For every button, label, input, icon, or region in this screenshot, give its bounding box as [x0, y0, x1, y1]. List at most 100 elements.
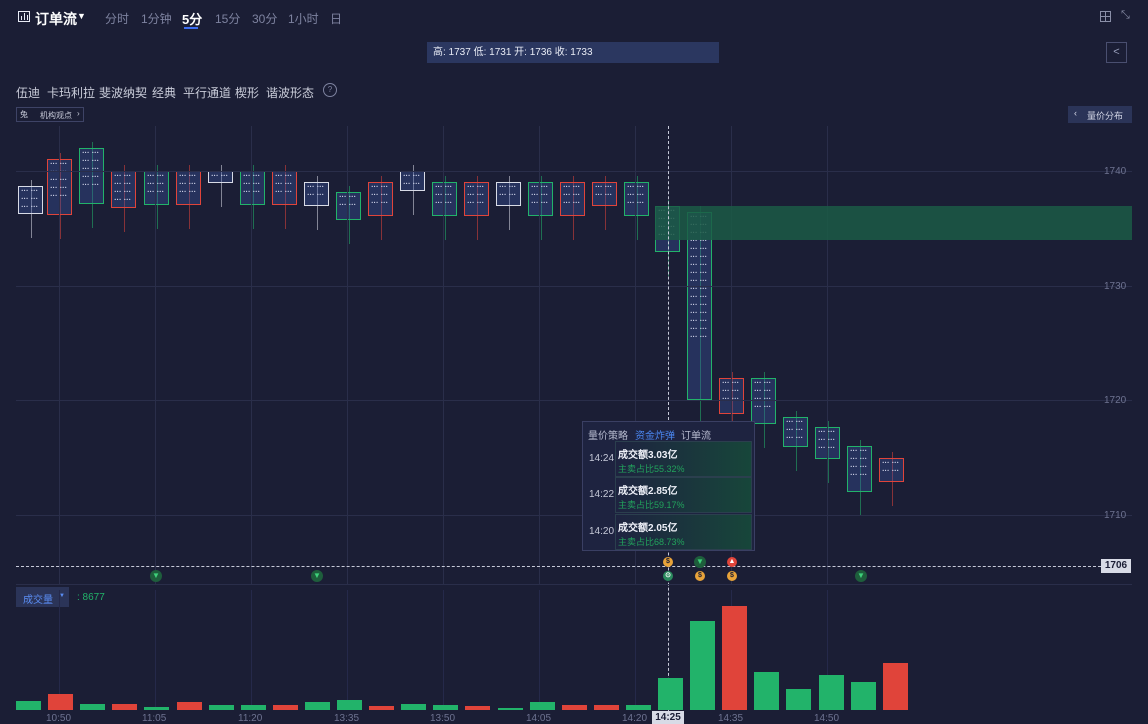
liquidity-zone [655, 206, 1132, 240]
panel-toggle-button[interactable]: < [1106, 42, 1127, 63]
money-bomb-icon[interactable]: $ [663, 557, 673, 567]
tool-fibonacci[interactable]: 斐波纳契 [99, 86, 148, 100]
buy-signal-icon[interactable]: ▼ [150, 570, 162, 582]
candle-wick [764, 372, 765, 448]
chart-type-icon[interactable] [18, 11, 30, 22]
buy-signal-icon[interactable]: ▼ [855, 570, 867, 582]
tab-timeframe-30min[interactable]: 30分 [252, 12, 278, 26]
tab-timeframe-15min[interactable]: 15分 [215, 12, 241, 26]
volume-bar [401, 704, 427, 710]
footprint-candle[interactable]: ••• ••• ••• ••• ••• ••• [368, 176, 395, 246]
popup-row[interactable]: 成交额2.05亿 主卖占比68.73% [615, 514, 752, 550]
footprint-candle[interactable]: ••• ••• ••• ••• ••• ••• [272, 165, 299, 235]
tab-timeframe-1hour[interactable]: 1小时 [288, 12, 319, 26]
time-label: 13:50 [430, 713, 456, 724]
volume-bar [369, 706, 395, 710]
money-bomb-icon[interactable]: $ [695, 571, 705, 581]
volume-bar [497, 708, 523, 710]
candle-wick [573, 176, 574, 240]
footprint-row: ••• ••• [754, 380, 771, 385]
footprint-candle[interactable]: ••• ••• ••• ••• ••• ••• [240, 165, 267, 235]
top-toolbar: 订单流 ▼ 分时 1分钟 5分 15分 30分 1小时 日 ⤡ [0, 0, 1148, 34]
popup-tab-price-strategy[interactable]: 量价策略 [588, 431, 628, 442]
footprint-candle[interactable]: ••• ••• ••• ••• ••• ••• [144, 165, 171, 235]
collapse-icon[interactable]: ⤡ [1121, 9, 1130, 21]
buy-signal-icon[interactable]: ▼ [311, 570, 323, 582]
footprint-candle[interactable]: ••• ••• ••• ••• [496, 176, 523, 236]
footprint-candle[interactable]: ••• ••• ••• ••• ••• ••• [432, 176, 459, 246]
popup-tab-order-flow[interactable]: 订单流 [681, 431, 711, 442]
chart-mode-title[interactable]: 订单流 [35, 11, 77, 27]
candle-wick [221, 165, 222, 207]
signal-marker-icon[interactable]: ⊙ [663, 571, 673, 581]
footprint-candle[interactable]: ••• ••• [208, 165, 235, 213]
layout-grid-icon[interactable] [1100, 11, 1111, 22]
order-flow-chart[interactable]: ••• ••• ••• ••• ••• ••• ••• ••• ••• ••• ••• •… [0, 126, 1148, 586]
footprint-cells: ••• ••• ••• ••• ••• ••• ••• ••• [754, 379, 771, 411]
tab-timeframe-5min[interactable]: 5分 [182, 12, 203, 27]
candle-wick [124, 165, 125, 232]
tool-camarilla[interactable]: 卡玛利拉 [47, 86, 96, 100]
volume-bar [112, 704, 138, 710]
footprint-cells: ••• ••• ••• ••• ••• ••• [467, 183, 484, 207]
footprint-row: ••• ••• [82, 150, 99, 155]
footprint-candle[interactable]: ••• ••• ••• ••• ••• ••• ••• ••• ••• ••• ••• •… [687, 206, 714, 430]
gridline-v [155, 126, 156, 584]
footprint-candle[interactable]: ••• ••• ••• ••• ••• ••• [18, 180, 45, 244]
tool-parallel-channel[interactable]: 平行通道 [183, 86, 232, 100]
footprint-row: ••• ••• [467, 192, 484, 197]
sell-signal-icon[interactable]: ▲ [727, 557, 737, 567]
tool-woodie[interactable]: 伍迪 [16, 86, 41, 100]
popup-tab-money-bomb[interactable]: 资金炸弹 [635, 431, 675, 442]
chevron-down-icon[interactable]: ▼ [77, 11, 86, 21]
candle-wick [700, 206, 701, 424]
buy-signal-icon[interactable]: ▼ [694, 556, 706, 568]
gridline-v [59, 126, 60, 584]
footprint-candle[interactable]: ••• ••• ••• ••• ••• ••• ••• ••• [751, 372, 778, 454]
candle-wick [189, 165, 190, 229]
footprint-row: ••• ••• [50, 185, 67, 190]
candle-body [18, 186, 43, 214]
footprint-candle[interactable]: ••• ••• ••• ••• ••• ••• ••• ••• [111, 165, 138, 238]
footprint-row: ••• ••• [371, 192, 388, 197]
current-price-line [16, 566, 1101, 567]
tool-wedge[interactable]: 楔形 [235, 86, 260, 100]
tab-timeframe-day[interactable]: 日 [330, 12, 343, 26]
help-icon[interactable]: ? [323, 83, 337, 97]
footprint-candle[interactable]: ••• ••• ••• ••• ••• ••• [176, 165, 203, 235]
popup-row-time: 14:22 [589, 489, 615, 500]
footprint-row: ••• ••• [690, 254, 707, 259]
tab-timeframe-1min[interactable]: 1分钟 [141, 12, 172, 26]
tool-classic[interactable]: 经典 [152, 86, 177, 100]
footprint-candle[interactable]: ••• ••• ••• ••• ••• ••• [815, 421, 842, 489]
footprint-candle[interactable]: ••• ••• ••• ••• [879, 452, 906, 512]
footprint-cells: ••• ••• ••• ••• ••• ••• [563, 183, 580, 207]
volume-bar [722, 606, 748, 710]
footprint-candle[interactable]: ••• ••• ••• ••• ••• ••• ••• ••• ••• ••• [79, 142, 106, 234]
volume-profile-button[interactable]: ‹ 量价分布 [1068, 106, 1132, 123]
footprint-candle[interactable]: ••• ••• ••• ••• [400, 165, 427, 221]
footprint-candle[interactable]: ••• ••• ••• ••• ••• ••• ••• ••• [847, 440, 874, 522]
candle-wick [285, 165, 286, 229]
footprint-candle[interactable]: ••• ••• ••• ••• ••• ••• [528, 176, 555, 246]
candle-body [111, 171, 136, 208]
footprint-candle[interactable]: ••• ••• ••• ••• ••• ••• [560, 176, 587, 246]
popup-row[interactable]: 成交额3.03亿 主卖占比55.32% [615, 441, 752, 477]
footprint-row: ••• ••• [690, 302, 707, 307]
popup-row[interactable]: 成交额2.85亿 主卖占比59.17% [615, 477, 752, 513]
footprint-candle[interactable]: ••• ••• ••• ••• ••• ••• [624, 176, 651, 246]
money-bomb-icon[interactable]: $ [727, 571, 737, 581]
volume-bar [272, 705, 298, 710]
footprint-candle[interactable]: ••• ••• ••• ••• ••• ••• [464, 176, 491, 246]
footprint-row: ••• ••• [786, 427, 803, 432]
footprint-cells: ••• ••• [211, 172, 228, 180]
footprint-candle[interactable]: ••• ••• ••• ••• ••• ••• [783, 411, 810, 477]
tab-timeframe-fenshi[interactable]: 分时 [105, 12, 130, 26]
volume-profile-label: 量价分布 [1087, 111, 1124, 121]
footprint-candle[interactable]: ••• ••• ••• ••• [304, 176, 331, 236]
tool-harmonic[interactable]: 谐波形态 [266, 86, 315, 100]
footprint-candle[interactable]: ••• ••• ••• ••• [592, 176, 619, 236]
footprint-candle[interactable]: ••• ••• ••• ••• [336, 186, 363, 250]
institution-view-badge[interactable]: 兔 机构观点 › [16, 107, 84, 122]
volume-indicator-select[interactable]: 成交量 ▼ [16, 587, 69, 607]
